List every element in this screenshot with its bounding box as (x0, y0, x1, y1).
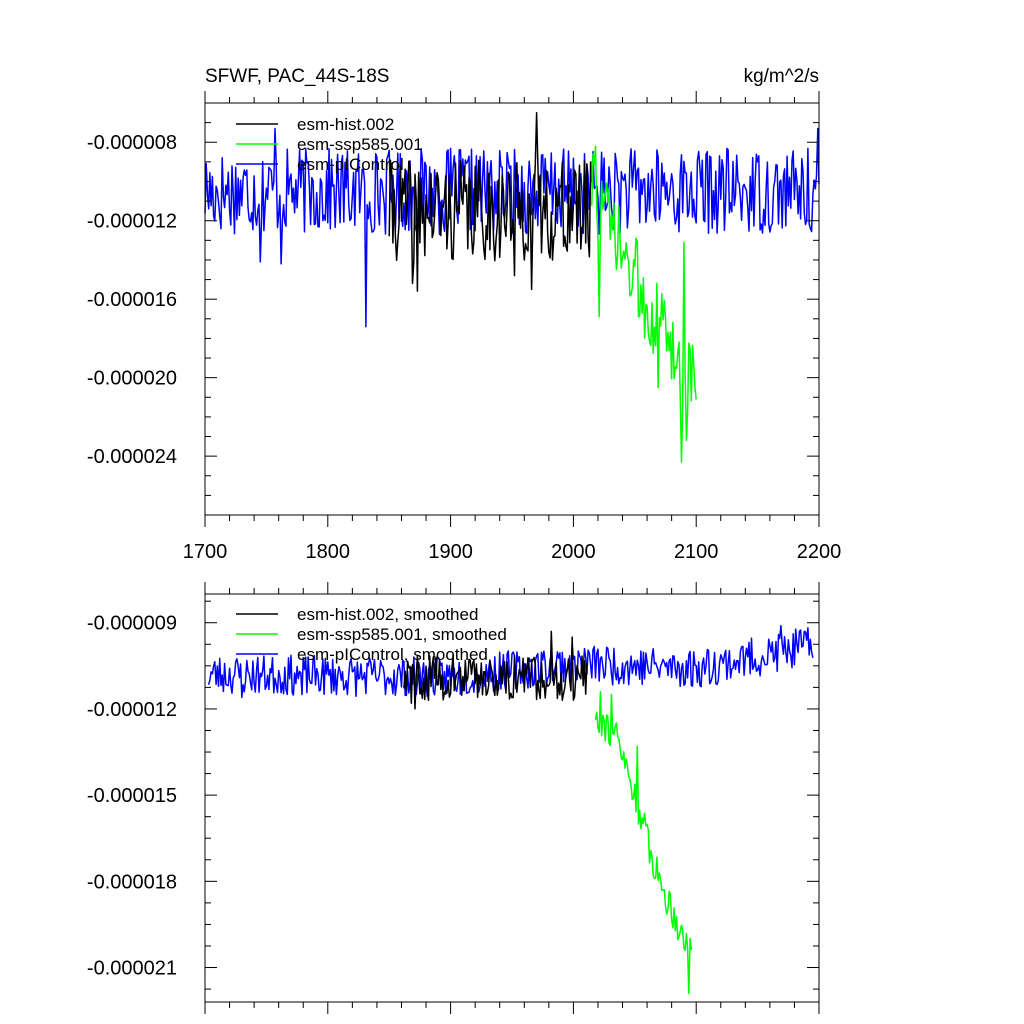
series-line-esm-ssp585-001 (591, 145, 697, 463)
y-tick-label: -0.000015 (87, 785, 177, 807)
legend-label: esm-pIControl (297, 155, 404, 174)
y-tick-label: -0.000024 (87, 446, 177, 468)
plot-area (204, 112, 820, 463)
legend-label: esm-pIControl, smoothed (297, 645, 488, 664)
x-tick-label: 2100 (674, 541, 719, 563)
y-tick-label: -0.000016 (87, 289, 177, 311)
legend-label: esm-ssp585.001 (297, 135, 423, 154)
plot-frame (204, 102, 820, 516)
y-tick-label: -0.000018 (87, 871, 177, 893)
axes: -0.000009 -0.000012 -0.000015 -0.000018 -0.0… (87, 582, 820, 1014)
y-tick-label: -0.000008 (87, 132, 177, 154)
x-tick-label: 2200 (797, 541, 842, 563)
x-tick-label: 1800 (306, 541, 351, 563)
x-tick-label: 2000 (551, 541, 596, 563)
series-line-esm-hist-002 (388, 112, 592, 293)
series-line-esm-picontrol-smoothed (207, 624, 814, 699)
legend-label: esm-hist.002 (297, 115, 394, 134)
x-tick-label: 1900 (428, 541, 473, 563)
legend-label: esm-ssp585.001, smoothed (297, 625, 507, 644)
y-tick-label: -0.000020 (87, 368, 177, 390)
y-tick-label: -0.000009 (87, 613, 177, 635)
x-tick-label: 1700 (183, 541, 228, 563)
units-label: kg/m^2/s (744, 66, 819, 87)
y-tick-label: -0.000021 (87, 958, 177, 980)
plot-frame (204, 593, 820, 1003)
plot-area (207, 624, 814, 995)
series-line-esm-ssp585-001-smoothed (594, 690, 693, 995)
top-panel: SFWF, PAC_44S-18S kg/m^2/s esm-hist.002e… (87, 66, 841, 563)
axes: 1700 1800 1900 2000 2100 2200 -0.000008 -0.0000… (87, 91, 841, 563)
y-tick-label: -0.000012 (87, 211, 177, 233)
series-line-esm-hist-002-smoothed (403, 630, 588, 710)
legend-label: esm-hist.002, smoothed (297, 605, 478, 624)
chart-title: SFWF, PAC_44S-18S (205, 66, 389, 87)
y-tick-label: -0.000012 (87, 699, 177, 721)
